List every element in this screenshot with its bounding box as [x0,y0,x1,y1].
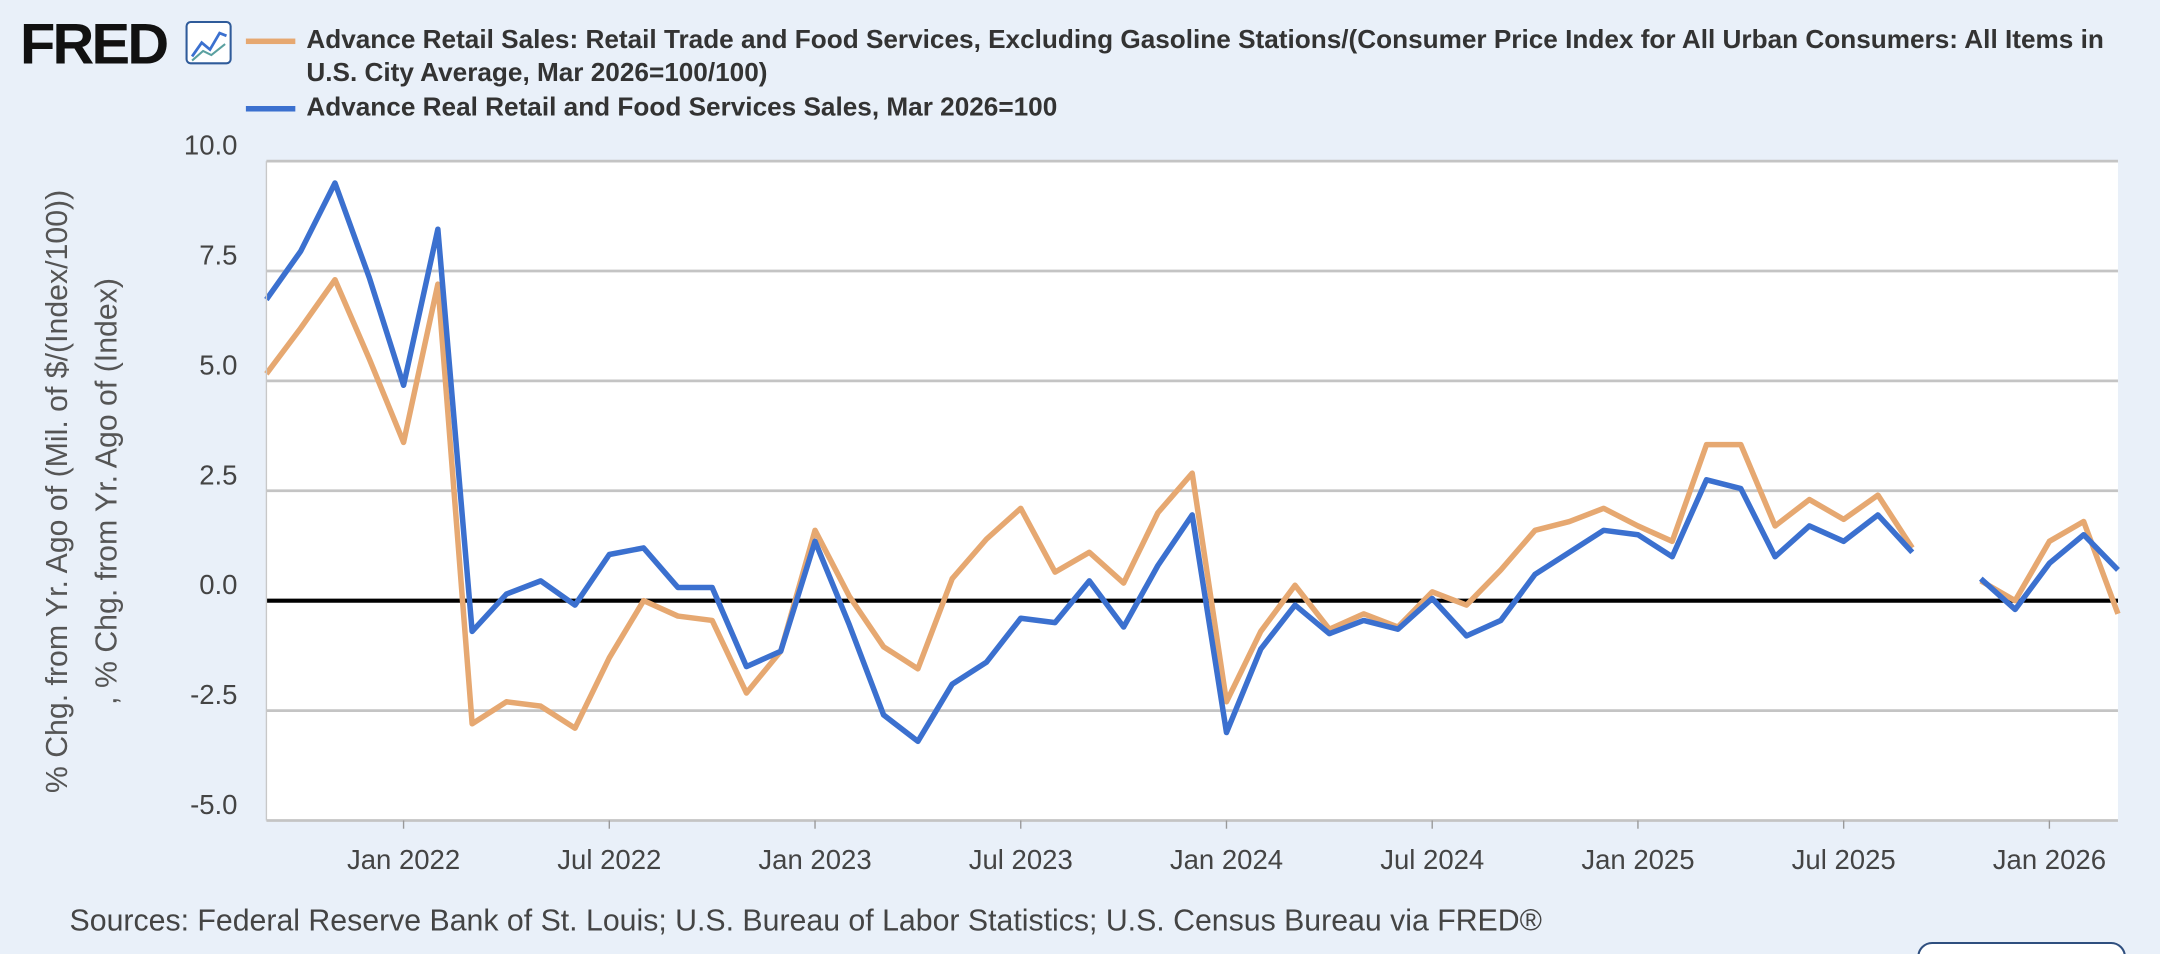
x-tick-label: Jan 2022 [347,844,460,875]
legend-entry: Advance Real Retail and Food Services Sa… [245,92,2146,125]
y-tick-label: -5.0 [190,789,237,820]
x-tick-label: Jul 2023 [969,844,1073,875]
y-tick-label: 10.0 [184,130,238,161]
x-tick-label: Jan 2023 [758,844,871,875]
x-tick-label: Jul 2025 [1792,844,1896,875]
legend-swatch [245,106,296,112]
logo: FRED [20,12,167,76]
legend-label: Advance Retail Sales: Retail Trade and F… [306,26,2104,89]
x-tick-label: Jan 2024 [1170,844,1283,875]
x-tick-label: Jul 2024 [1380,844,1484,875]
y-tick-label: 0.0 [199,569,237,600]
y-tick-label: 7.5 [199,239,237,270]
source: Sources: Federal Reserve Bank of St. Lou… [70,905,1542,938]
y-label-line: , % Chg. from Yr. Ago of (Index) [90,278,123,705]
y-axis-label: % Chg. from Yr. Ago of (Mil. of $/(Index… [41,190,124,793]
y-tick-label: 2.5 [199,459,237,490]
button[interactable] [1917,941,2126,954]
x-tick-label: Jan 2026 [1993,844,2106,875]
y-label-line: % Chg. from Yr. Ago of (Mil. of $/(Index… [41,190,74,793]
x-tick-label: Jul 2022 [557,844,661,875]
series-line [264,180,2120,745]
legend-swatch [245,38,296,45]
x-tick-label: Jan 2025 [1581,844,1694,875]
legend: Advance Retail Sales: Retail Trade and F… [245,25,2146,125]
legend-box: Advance Retail Sales: Retail Trade and F… [245,25,2146,125]
legend-label: Advance Real Retail and Food Services Sa… [306,93,1058,123]
logo-icon [185,20,232,65]
legend-entry: Advance Retail Sales: Retail Trade and F… [245,25,2146,91]
series-line [264,277,2121,731]
y-tick-label: -2.5 [190,679,237,710]
y-tick-label: 5.0 [199,349,237,380]
